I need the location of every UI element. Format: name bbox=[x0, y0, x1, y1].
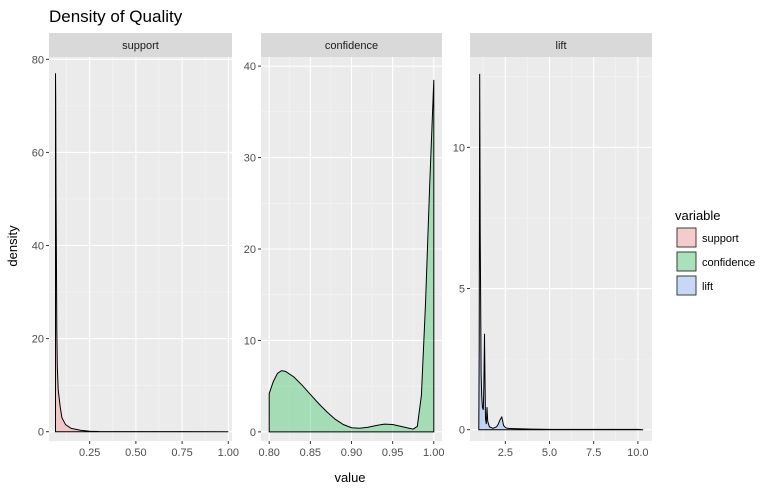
y-tick-label: 5 bbox=[459, 284, 465, 296]
y-tick-label: 30 bbox=[244, 153, 256, 165]
density-area-lift bbox=[478, 73, 644, 431]
x-tick-label: 5.0 bbox=[542, 447, 557, 459]
legend-key-background bbox=[676, 275, 697, 296]
y-tick-label: 0 bbox=[250, 427, 256, 439]
facet-strip-label: confidence bbox=[325, 40, 378, 52]
x-tick-label: 1.00 bbox=[423, 447, 444, 459]
legend-title: variable bbox=[675, 208, 721, 223]
legend-item-confidence: confidence bbox=[676, 251, 755, 272]
x-tick-label: 0.80 bbox=[259, 447, 280, 459]
facet-strip-confidence bbox=[261, 33, 442, 57]
x-tick-label: 1.00 bbox=[218, 447, 239, 459]
x-tick-label: 0.95 bbox=[382, 447, 403, 459]
x-tick-label: 0.90 bbox=[341, 447, 362, 459]
x-tick-label: 0.25 bbox=[79, 447, 100, 459]
legend-item-support: support bbox=[676, 227, 739, 248]
y-axis-title: density bbox=[5, 225, 20, 267]
legend-swatch bbox=[676, 275, 697, 296]
legend-label: support bbox=[702, 233, 739, 245]
x-tick-label: 7.5 bbox=[586, 447, 601, 459]
legend-label: lift bbox=[702, 281, 713, 293]
legend-swatch bbox=[676, 251, 697, 272]
legend-key-background bbox=[676, 227, 697, 248]
panel-background bbox=[49, 57, 232, 441]
facet-support: support 0.25 0.50 0.75 1.00 0 20 40 60 80 bbox=[32, 33, 239, 459]
facet-lift: lift 2.5 5.0 7.5 10.0 0 5 10 bbox=[453, 33, 652, 459]
y-tick-label: 20 bbox=[32, 334, 44, 346]
y-tick-label: 10 bbox=[244, 335, 256, 347]
density-area-confidence bbox=[268, 79, 435, 433]
facet-panels: support 0.25 0.50 0.75 1.00 0 20 40 60 80 confiden… bbox=[32, 33, 652, 459]
legend-key-background bbox=[676, 251, 697, 272]
legend-label: confidence bbox=[702, 257, 755, 269]
x-tick-label: 0.75 bbox=[171, 447, 192, 459]
legend-swatch bbox=[676, 227, 697, 248]
facet-strip-label: lift bbox=[556, 40, 567, 52]
x-tick-label: 2.5 bbox=[498, 447, 513, 459]
chart-title: Density of Quality bbox=[49, 7, 183, 26]
facet-strip-lift bbox=[470, 33, 652, 57]
y-tick-label: 10 bbox=[453, 142, 465, 154]
x-tick-label: 10.0 bbox=[627, 447, 648, 459]
y-tick-label: 40 bbox=[32, 241, 44, 253]
facet-confidence: confidence 0.80 0.85 0.90 0.95 1.00 0 10 20 30 40 bbox=[244, 33, 444, 459]
y-tick-label: 80 bbox=[32, 54, 44, 66]
x-tick-label: 0.85 bbox=[300, 447, 321, 459]
y-tick-label: 0 bbox=[459, 425, 465, 437]
facet-strip-label: support bbox=[122, 40, 159, 52]
legend-item-lift: lift bbox=[676, 275, 713, 296]
legend: variable support confidence lift bbox=[675, 208, 755, 296]
facet-strip-support bbox=[49, 33, 232, 57]
density-area-support bbox=[55, 73, 229, 433]
y-tick-label: 60 bbox=[32, 147, 44, 159]
y-tick-label: 0 bbox=[38, 427, 44, 439]
x-axis-title: value bbox=[334, 470, 365, 485]
panel-background bbox=[470, 57, 652, 441]
y-tick-label: 20 bbox=[244, 244, 256, 256]
y-tick-label: 40 bbox=[244, 61, 256, 73]
x-tick-label: 0.50 bbox=[125, 447, 146, 459]
